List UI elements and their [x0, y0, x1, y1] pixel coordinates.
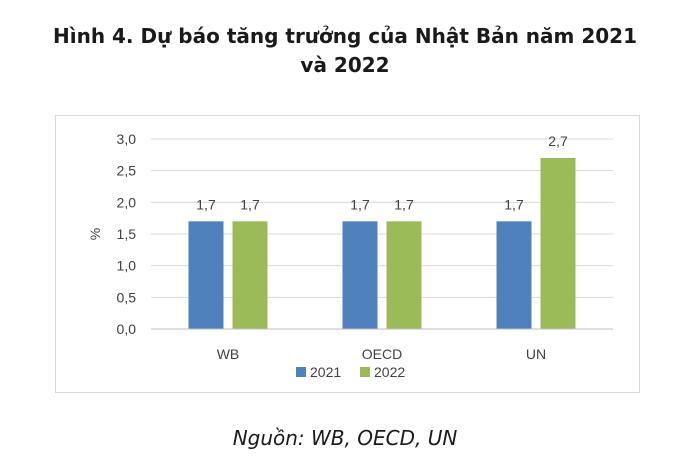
y-tick-label: 0,0: [117, 321, 137, 337]
y-tick-label: 1,5: [117, 226, 137, 242]
y-axis-label: %: [87, 228, 103, 240]
x-tick-label: WB: [217, 346, 240, 362]
x-tick-label: OECD: [362, 346, 402, 362]
data-label: 2,7: [548, 133, 568, 149]
bar: [342, 221, 378, 329]
legend-swatch: [360, 367, 370, 377]
data-label: 1,7: [350, 196, 370, 212]
y-tick-label: 0,5: [117, 289, 137, 305]
figure-title: Hình 4. Dự báo tăng trưởng của Nhật Bản …: [0, 22, 690, 80]
data-label: 1,7: [394, 196, 414, 212]
figure-title-line-2: và 2022: [300, 53, 390, 77]
legend-label: 2022: [374, 364, 405, 380]
x-tick-label: UN: [526, 346, 546, 362]
bar: [188, 221, 224, 329]
data-label: 1,7: [504, 196, 524, 212]
bar: [540, 158, 576, 329]
figure-title-line-1: Hình 4. Dự báo tăng trưởng của Nhật Bản …: [52, 24, 637, 48]
bar: [232, 221, 268, 329]
legend-label: 2021: [310, 364, 341, 380]
y-tick-label: 1,0: [117, 258, 137, 274]
bar: [496, 221, 532, 329]
legend-swatch: [296, 367, 306, 377]
chart-area: 0,0 0,5 1,0 1,5 2,0 2,5 3,0% 1,7 1,7 WB 1,7 1,7 OECD…: [55, 115, 640, 393]
y-tick-label: 3,0: [117, 131, 137, 147]
y-tick-label: 2,5: [117, 163, 137, 179]
data-label: 1,7: [240, 196, 260, 212]
source-note: Nguồn: WB, OECD, UN: [232, 426, 458, 450]
y-tick-label: 2,0: [117, 194, 137, 210]
bar-chart: 0,0 0,5 1,0 1,5 2,0 2,5 3,0% 1,7 1,7 WB 1,7 1,7 OECD…: [87, 131, 613, 380]
data-label: 1,7: [196, 196, 216, 212]
bar: [386, 221, 422, 329]
